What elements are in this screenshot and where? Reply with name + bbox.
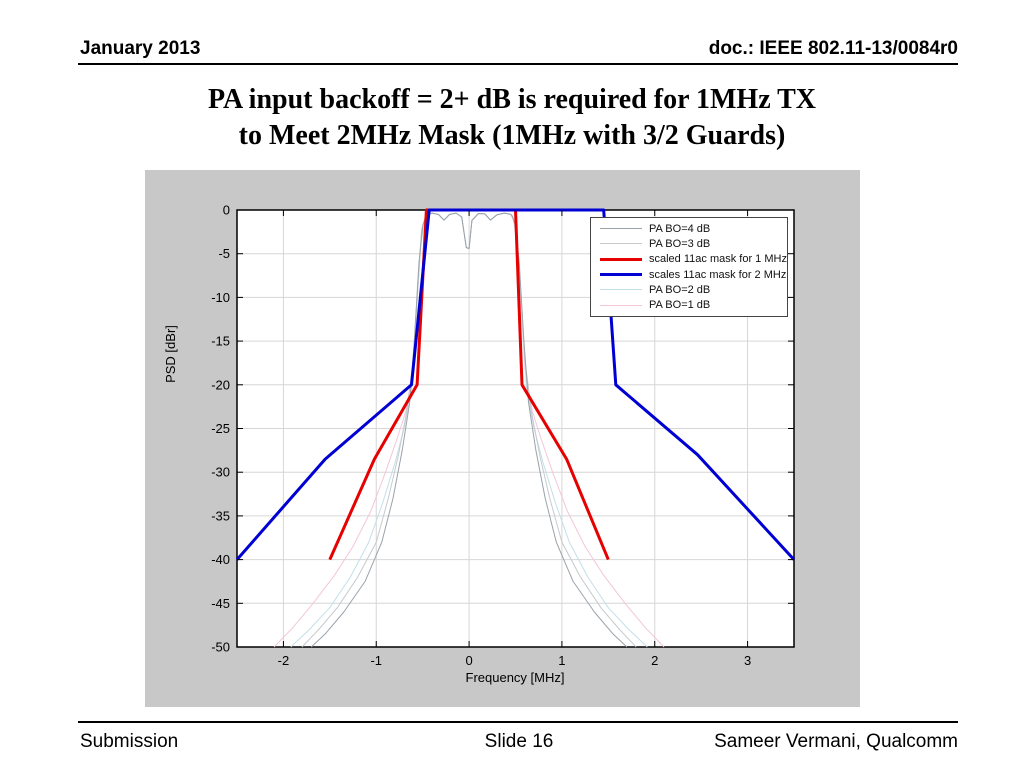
x-tick-label: 2: [651, 653, 658, 668]
series-line: [310, 212, 628, 648]
y-tick-label: -35: [211, 508, 230, 523]
y-tick-label: -50: [211, 640, 230, 655]
y-tick-label: -30: [211, 465, 230, 480]
footer: Submission Slide 16 Sameer Vermani, Qual…: [80, 731, 958, 753]
legend-item: scales 11ac mask for 2 MHz: [591, 268, 787, 282]
legend-item: PA BO=2 dB: [591, 283, 787, 297]
legend-label: PA BO=2 dB: [649, 283, 711, 296]
legend-item: PA BO=1 dB: [591, 298, 787, 312]
legend-label: PA BO=1 dB: [649, 299, 711, 312]
legend-item: PA BO=3 dB: [591, 237, 787, 251]
slide-title: PA input backoff = 2+ dB is required for…: [0, 82, 1024, 154]
legend-line-swatch: [600, 304, 642, 306]
y-tick-label: -10: [211, 290, 230, 305]
footer-slide-number: Slide 16: [484, 731, 554, 752]
header-doc-number: doc.: IEEE 802.11-13/0084r0: [708, 38, 958, 59]
y-axis-label: PSD [dBr]: [163, 325, 178, 383]
legend-label: PA BO=4 dB: [649, 222, 711, 235]
x-axis-label: Frequency [MHz]: [465, 670, 565, 685]
legend-label: scales 11ac mask for 2 MHz: [649, 268, 787, 281]
header-date: January 2013: [80, 38, 201, 59]
header-rule: [78, 63, 958, 65]
footer-rule: [78, 721, 958, 723]
legend-line-swatch: [600, 243, 642, 245]
y-tick-label: -15: [211, 334, 230, 349]
legend-item: scaled 11ac mask for 1 MHz: [591, 252, 787, 266]
legend-line-swatch: [600, 228, 642, 230]
legend-label: scaled 11ac mask for 1 MHz: [649, 253, 787, 266]
x-tick-label: 0: [465, 653, 472, 668]
legend-label: PA BO=3 dB: [649, 237, 711, 250]
x-tick-label: -2: [278, 653, 290, 668]
y-tick-label: -5: [218, 246, 230, 261]
x-tick-label: 1: [558, 653, 565, 668]
y-tick-label: -20: [211, 377, 230, 392]
x-tick-label: -1: [370, 653, 382, 668]
x-tick-label: 3: [744, 653, 751, 668]
y-tick-label: -45: [211, 596, 230, 611]
slide-title-line1: PA input backoff = 2+ dB is required for…: [207, 84, 817, 115]
y-tick-label: -25: [211, 421, 230, 436]
chart-legend: PA BO=4 dB PA BO=3 dB scaled 11ac mask f…: [590, 217, 788, 317]
y-tick-label: 0: [223, 203, 230, 218]
psd-chart-panel: -2 -1 0 1 2 3 0 -5 -10 -15 -20 -25 -30 -35 -40 -45 -50 P…: [145, 170, 860, 707]
y-tick-label: -40: [211, 552, 230, 567]
legend-item: PA BO=4 dB: [591, 222, 787, 236]
footer-submission: Submission: [80, 731, 179, 752]
series-line: [235, 208, 796, 561]
legend-line-swatch: [600, 257, 642, 261]
footer-author: Sameer Vermani, Qualcomm: [714, 731, 959, 752]
slide-title-line2: to Meet 2MHz Mask (1MHz with 3/2 Guards): [238, 120, 786, 151]
legend-line-swatch: [600, 273, 642, 277]
legend-line-swatch: [600, 289, 642, 291]
